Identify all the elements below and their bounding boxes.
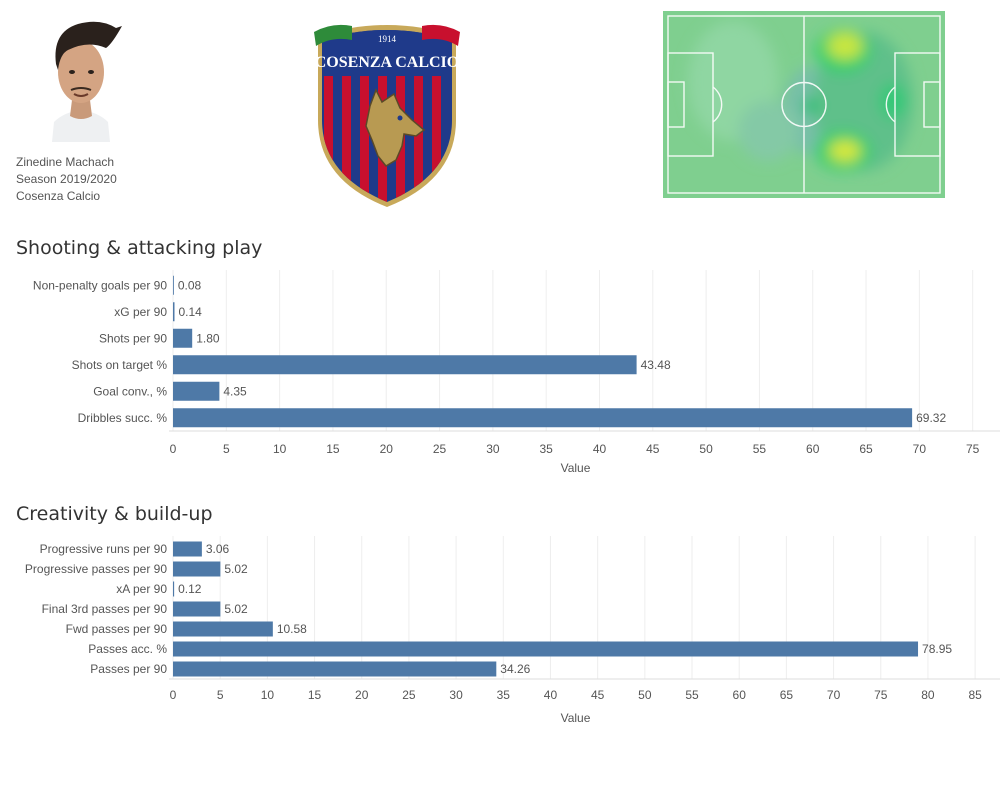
bar: [173, 621, 273, 637]
x-tick-label: 70: [827, 688, 841, 702]
x-tick-label: 40: [544, 688, 558, 702]
value-label: 0.12: [178, 582, 202, 596]
category-label: Progressive passes per 90: [25, 562, 167, 576]
category-label: Shots on target %: [72, 358, 168, 372]
x-tick-label: 25: [433, 442, 447, 456]
x-tick-label: 35: [497, 688, 511, 702]
x-axis-label: Value: [561, 461, 591, 475]
category-label: Fwd passes per 90: [66, 622, 168, 636]
x-tick-label: 60: [733, 688, 747, 702]
player-team: Cosenza Calcio: [16, 189, 101, 203]
x-tick-label: 10: [261, 688, 275, 702]
x-tick-label: 0: [170, 442, 177, 456]
bar: [173, 408, 913, 428]
x-tick-label: 15: [326, 442, 340, 456]
x-tick-label: 65: [859, 442, 873, 456]
value-label: 5.02: [224, 562, 248, 576]
value-label: 78.95: [922, 642, 952, 656]
value-label: 43.48: [641, 358, 671, 372]
value-label: 34.26: [500, 662, 530, 676]
x-tick-label: 55: [753, 442, 767, 456]
bar: [173, 661, 497, 677]
x-tick-label: 75: [874, 688, 888, 702]
player-season: Season 2019/2020: [16, 172, 117, 186]
value-label: 69.32: [916, 411, 946, 425]
x-tick-label: 55: [685, 688, 699, 702]
chart1-title: Shooting & attacking play: [16, 237, 263, 259]
bar: [173, 601, 221, 617]
x-tick-label: 75: [966, 442, 980, 456]
category-label: Shots per 90: [99, 331, 167, 345]
value-label: 10.58: [277, 622, 307, 636]
x-tick-label: 45: [646, 442, 660, 456]
value-label: 5.02: [224, 602, 248, 616]
player-info: Zinedine Machach Season 2019/2020 Cosenz…: [16, 154, 117, 205]
heatmap-pitch: [663, 11, 945, 198]
player-photo: [38, 14, 124, 142]
bar: [173, 561, 221, 577]
category-label: Progressive runs per 90: [40, 542, 168, 556]
x-tick-label: 15: [308, 688, 322, 702]
category-label: Final 3rd passes per 90: [42, 602, 168, 616]
x-tick-label: 5: [217, 688, 224, 702]
bar: [173, 541, 202, 557]
x-tick-label: 50: [699, 442, 713, 456]
x-tick-label: 40: [593, 442, 607, 456]
x-tick-label: 85: [968, 688, 982, 702]
bar: [173, 302, 175, 322]
value-label: 3.06: [206, 542, 230, 556]
creativity-chart-svg: Progressive runs per 90 3.06 Progressive p…: [25, 536, 1000, 725]
club-crest-logo: 1914 COSENZA CALCIO: [314, 24, 460, 207]
category-label: Passes acc. %: [88, 642, 167, 656]
x-tick-label: 5: [223, 442, 230, 456]
category-label: Passes per 90: [90, 662, 167, 676]
value-label: 1.80: [196, 331, 220, 345]
x-tick-label: 80: [921, 688, 935, 702]
category-label: Dribbles succ. %: [78, 411, 168, 425]
value-label: 0.14: [178, 305, 202, 319]
x-tick-label: 45: [591, 688, 605, 702]
x-tick-label: 50: [638, 688, 652, 702]
x-tick-label: 30: [449, 688, 463, 702]
x-tick-label: 35: [540, 442, 554, 456]
x-tick-label: 30: [486, 442, 500, 456]
bar: [173, 328, 193, 348]
bar: [173, 275, 174, 295]
category-label: xG per 90: [114, 305, 167, 319]
shooting-chart: Non-penalty goals per 90 0.08 xG per 90 0.1…: [0, 270, 1000, 485]
x-tick-label: 10: [273, 442, 287, 456]
chart2-title: Creativity & build-up: [16, 503, 213, 525]
shooting-chart-svg: Non-penalty goals per 90 0.08 xG per 90 0.1…: [33, 270, 1000, 475]
x-axis-label: Value: [561, 711, 591, 725]
x-tick-label: 20: [355, 688, 369, 702]
player-name: Zinedine Machach: [16, 155, 115, 169]
x-tick-label: 70: [913, 442, 927, 456]
value-label: 4.35: [223, 384, 247, 398]
category-label: xA per 90: [116, 582, 167, 596]
x-tick-label: 25: [402, 688, 416, 702]
crest-club-name: COSENZA CALCIO: [315, 54, 459, 71]
category-label: Goal conv., %: [93, 384, 167, 398]
x-tick-label: 65: [780, 688, 794, 702]
bar: [173, 641, 919, 657]
creativity-chart: Progressive runs per 90 3.06 Progressive p…: [0, 536, 1000, 731]
x-tick-label: 60: [806, 442, 820, 456]
bar: [173, 381, 220, 401]
category-label: Non-penalty goals per 90: [33, 278, 167, 292]
crest-year: 1914: [378, 34, 397, 44]
value-label: 0.08: [178, 278, 202, 292]
x-tick-label: 20: [380, 442, 394, 456]
bar: [173, 355, 637, 375]
x-tick-label: 0: [170, 688, 177, 702]
bar: [173, 581, 175, 597]
